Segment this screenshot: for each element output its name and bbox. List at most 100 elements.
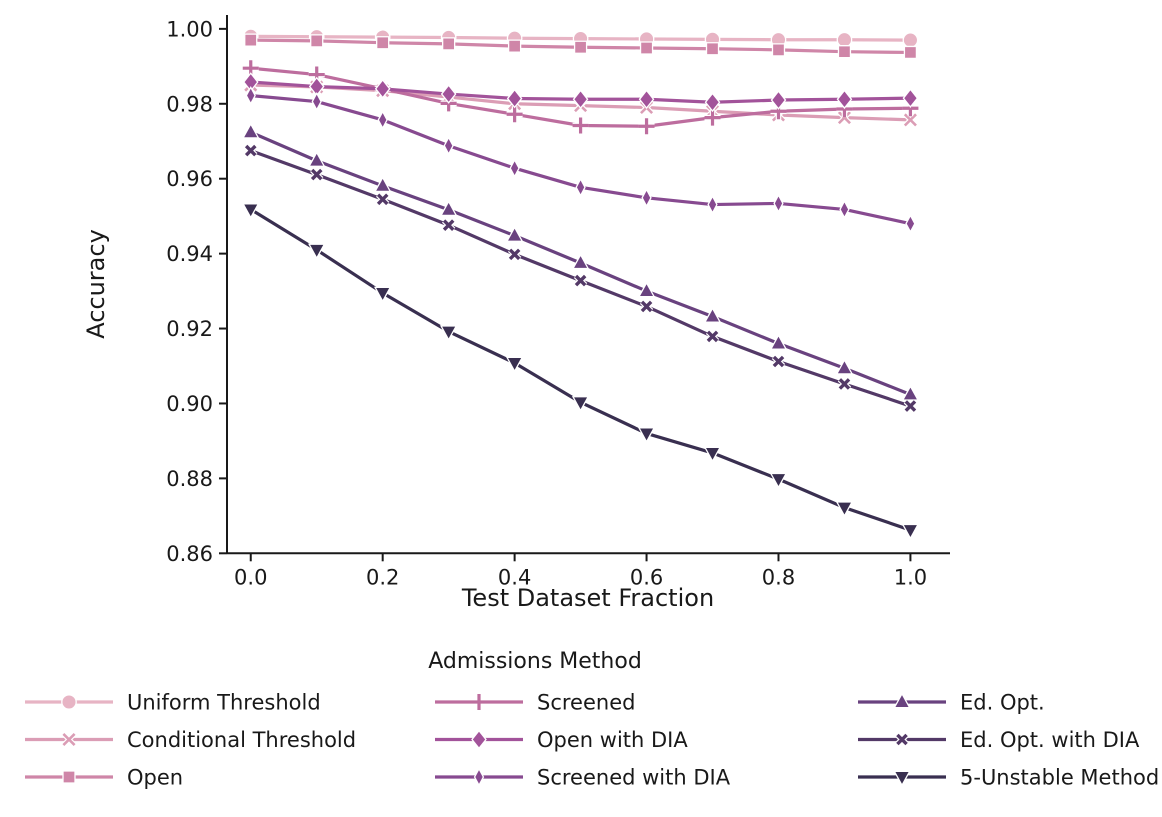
thin-diamond-marker: [377, 110, 388, 130]
legend-item-ed-opt-with-dia: Ed. Opt. with DIA: [858, 728, 1140, 752]
legend-label-5-unstable-method: 5-Unstable Method: [960, 766, 1159, 790]
series-ed-opt-with-dia: [244, 143, 918, 413]
triangle-down-marker: [373, 286, 392, 303]
square-marker: [507, 39, 522, 53]
triangle-down-marker: [571, 396, 590, 412]
y-tick-label: 0.98: [166, 92, 213, 116]
triangle-up-marker: [373, 176, 392, 193]
legend-item-screened-with-dia: Screened with DIA: [435, 766, 731, 790]
triangle-down-marker: [901, 523, 920, 540]
diamond-marker: [572, 89, 589, 110]
x-bold-marker: [573, 273, 588, 288]
legend-item-ed-opt: Ed. Opt.: [858, 691, 1045, 715]
diamond-marker: [440, 84, 457, 104]
circle-marker: [902, 32, 919, 48]
triangle-down-marker: [703, 446, 722, 463]
triangle-down-marker: [505, 356, 524, 373]
y-axis-title: Accuracy: [82, 229, 110, 339]
legend-title: Admissions Method: [428, 649, 642, 674]
y-tick-label: 0.92: [166, 317, 213, 341]
y-tick-label: 0.96: [166, 167, 213, 191]
x-tick-label: 1.0: [894, 565, 927, 589]
diamond-marker: [704, 92, 721, 113]
triangle-down-marker: [308, 243, 326, 260]
legend-label-uniform-threshold: Uniform Threshold: [127, 691, 321, 715]
diamond-marker: [770, 90, 787, 110]
legend-item-5-unstable-method: 5-Unstable Method: [858, 766, 1159, 790]
diamond-marker: [471, 729, 487, 750]
y-tick-label: 1.00: [166, 17, 213, 41]
square-marker: [705, 42, 720, 56]
legend-item-uniform-threshold: Uniform Threshold: [25, 691, 321, 715]
triangle-down-marker: [439, 325, 458, 342]
square-marker: [244, 33, 258, 47]
thin-diamond-marker: [245, 85, 256, 106]
x-tick-label: 0.0: [234, 565, 267, 589]
legend-item-conditional-threshold: Conditional Threshold: [25, 728, 356, 752]
thin-diamond-marker: [905, 214, 916, 234]
diamond-marker: [638, 89, 655, 110]
thin-diamond-marker: [311, 91, 322, 112]
legend-label-open-with-dia: Open with DIA: [537, 728, 688, 752]
triangle-up-marker: [571, 253, 590, 270]
series-open-with-dia: [242, 72, 919, 113]
triangle-down-marker: [242, 203, 260, 219]
triangle-down-marker: [637, 427, 656, 443]
thin-diamond-marker: [839, 199, 850, 219]
legend-item-screened: Screened: [435, 691, 635, 715]
x-bold-marker: [376, 192, 390, 206]
square-marker: [441, 37, 456, 51]
y-tick-label: 0.94: [166, 242, 213, 266]
circle-marker: [61, 694, 77, 710]
x-bold-marker: [639, 299, 654, 314]
x-bold-marker: [507, 247, 522, 262]
square-marker: [62, 770, 76, 784]
triangle-down-marker: [835, 501, 854, 518]
square-marker: [639, 41, 654, 55]
x-marker: [837, 110, 852, 126]
x-tick-label: 0.2: [366, 565, 399, 589]
triangle-up-marker: [242, 122, 260, 139]
square-marker: [903, 45, 918, 60]
plus-marker: [471, 694, 487, 710]
square-marker: [573, 40, 588, 54]
plus-marker: [704, 109, 721, 126]
series-ed-opt: [242, 122, 920, 401]
triangle-down-marker: [769, 472, 788, 489]
x-bold-marker: [903, 399, 918, 413]
x-bold-marker: [244, 143, 258, 158]
thin-diamond-marker: [773, 193, 784, 213]
triangle-up-marker: [703, 307, 722, 323]
plus-marker: [638, 118, 655, 135]
x-bold-marker: [837, 377, 852, 391]
x-marker: [903, 112, 918, 128]
diamond-marker: [902, 88, 919, 109]
triangle-up-marker: [505, 226, 524, 242]
triangle-up-marker: [893, 692, 911, 709]
plot-series: [242, 28, 920, 540]
square-marker: [771, 43, 786, 57]
triangle-up-marker: [637, 281, 656, 298]
legend-label-screened: Screened: [537, 691, 635, 715]
thin-diamond-marker: [575, 177, 586, 197]
thin-diamond-marker: [707, 194, 718, 215]
thin-diamond-marker: [443, 136, 454, 156]
x-tick-label: 0.4: [498, 565, 531, 589]
x-axis-title: Test Dataset Fraction: [461, 584, 714, 612]
plus-marker: [572, 117, 589, 134]
x-bold-marker: [771, 354, 786, 369]
thin-diamond-marker: [509, 158, 520, 178]
legend-label-screened-with-dia: Screened with DIA: [537, 766, 731, 790]
triangle-up-marker: [835, 358, 854, 375]
legend-label-ed-opt: Ed. Opt.: [960, 691, 1045, 715]
x-bold-marker: [895, 732, 909, 747]
triangle-up-marker: [439, 200, 458, 217]
square-marker: [310, 34, 324, 48]
axes: 1.00 0.98 0.96 0.94 0.92 0.90 0.88 0.86 0.0 0.2 0.…: [166, 15, 950, 589]
triangle-down-marker: [893, 770, 911, 787]
legend-label-ed-opt-with-dia: Ed. Opt. with DIA: [960, 728, 1140, 752]
series-open: [244, 33, 918, 60]
diamond-marker: [836, 89, 853, 110]
thin-diamond-marker: [473, 767, 485, 787]
